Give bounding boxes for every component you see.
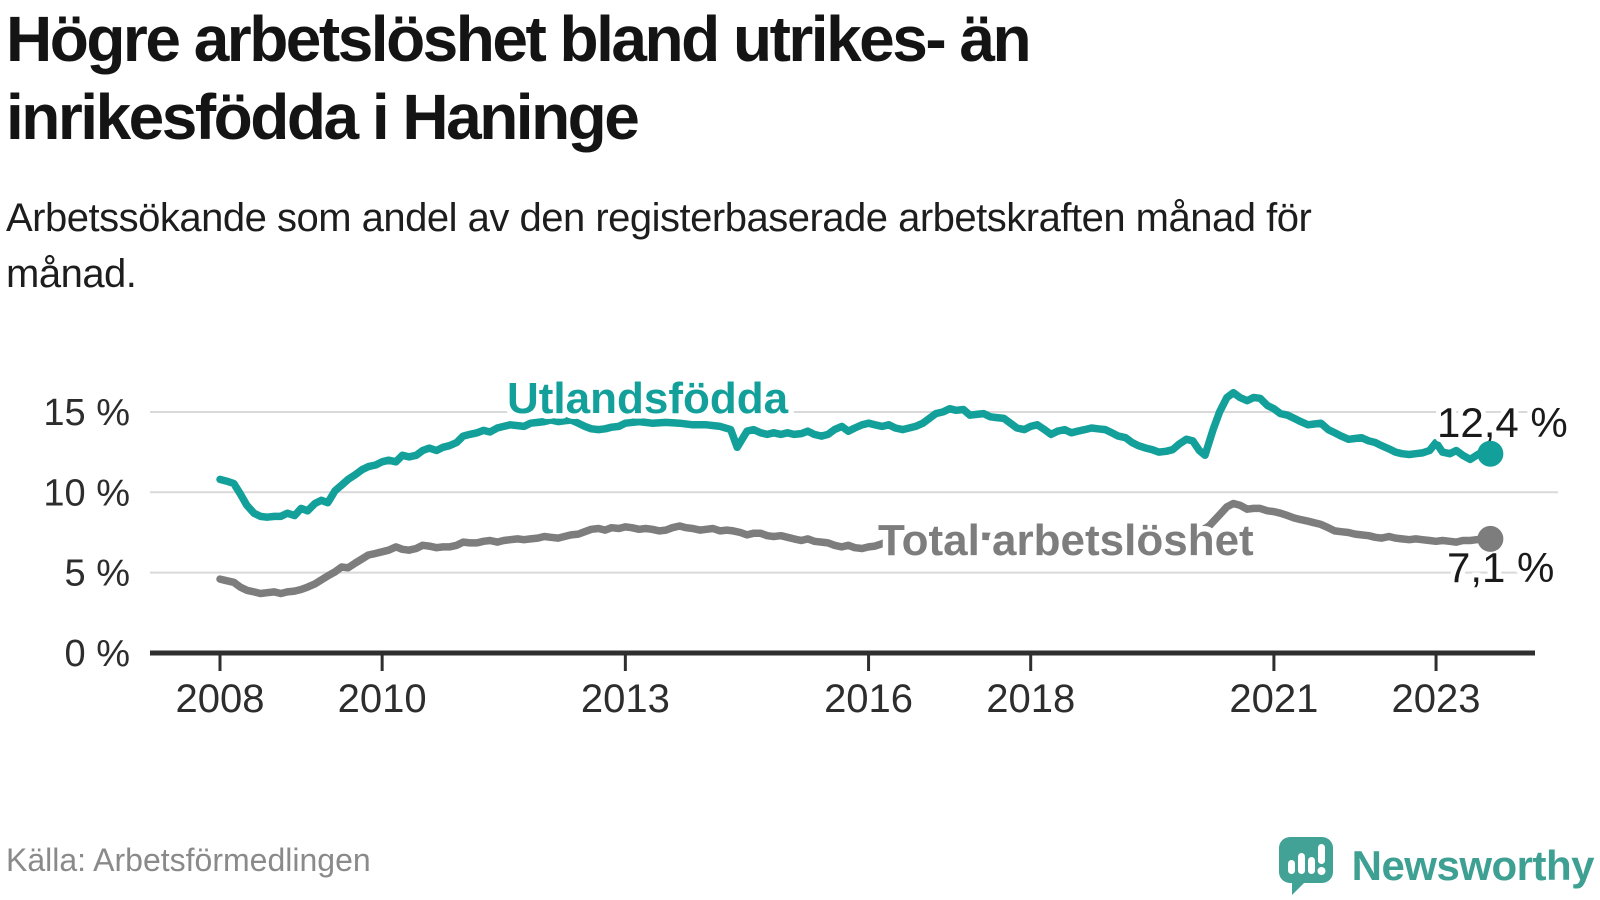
end-dot-foreign-born: [1477, 440, 1504, 467]
newsworthy-wordmark: Newsworthy: [1351, 842, 1595, 889]
x-axis: [150, 650, 1535, 671]
gridlines: [150, 410, 1558, 574]
series-annotations: Total arbetslöshet Utlandsfödda 7,1 % 12,4 …: [502, 369, 1573, 597]
end-value-label-total: 7,1 %: [1447, 544, 1554, 591]
x-axis-labels: 2008 2010 2013 2016 2018 2021 2023: [176, 677, 1481, 721]
series-label-total: Total arbetslöshet: [878, 516, 1254, 565]
source-note: Källa: Arbetsförmedlingen: [6, 842, 371, 878]
x-tick-label: 2013: [581, 677, 670, 721]
x-tick-label: 2016: [824, 677, 913, 721]
series-lines: [216, 388, 1495, 598]
y-tick-label: 15 %: [43, 392, 130, 434]
end-dot-total: [1477, 525, 1504, 552]
x-tick-label: 2010: [338, 677, 427, 721]
line-foreign-born: [216, 388, 1495, 521]
x-tick-label: 2021: [1229, 677, 1318, 721]
series-end-dots: [1477, 440, 1504, 552]
y-axis-labels: 15 % 10 % 5 % 0 %: [43, 392, 130, 675]
newsworthy-logo: Newsworthy: [1278, 836, 1595, 896]
newsworthy-logo-icon: [1278, 837, 1333, 895]
x-tick-label: 2018: [986, 677, 1075, 721]
y-tick-label: 0 %: [65, 633, 130, 675]
end-value-label-foreign-born: 12,4 %: [1437, 399, 1568, 446]
series-label-foreign-born: Utlandsfödda: [507, 374, 789, 423]
page-subtitle: Arbetssökande som andel av den registerb…: [6, 196, 1312, 296]
y-tick-label: 10 %: [43, 472, 130, 514]
x-tick-label: 2023: [1392, 677, 1481, 721]
y-tick-label: 5 %: [65, 553, 130, 595]
line-total-unemployment: [216, 499, 1495, 598]
x-tick-label: 2008: [176, 677, 265, 721]
page-title: Högre arbetslöshet bland utrikes- än inr…: [6, 3, 1032, 154]
